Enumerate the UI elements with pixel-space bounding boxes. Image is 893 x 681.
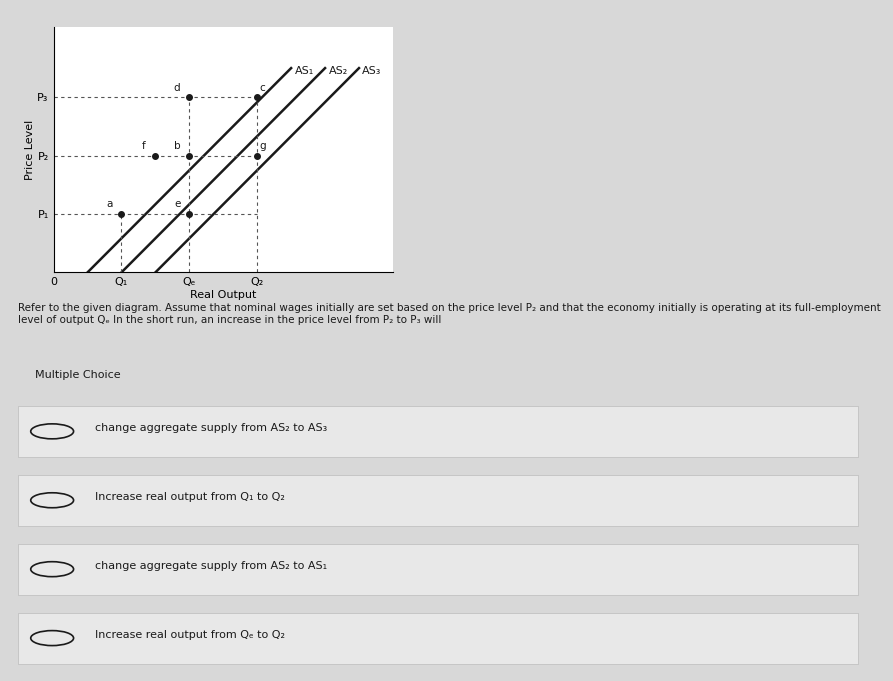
Text: change aggregate supply from AS₂ to AS₃: change aggregate supply from AS₂ to AS₃: [95, 424, 327, 433]
Text: Multiple Choice: Multiple Choice: [35, 370, 121, 380]
X-axis label: Real Output: Real Output: [190, 290, 256, 300]
FancyBboxPatch shape: [18, 406, 858, 457]
Text: Increase real output from Qₑ to Q₂: Increase real output from Qₑ to Q₂: [95, 630, 285, 640]
Text: change aggregate supply from AS₂ to AS₁: change aggregate supply from AS₂ to AS₁: [95, 561, 327, 571]
Text: AS₂: AS₂: [329, 66, 347, 76]
Text: AS₁: AS₁: [295, 66, 313, 76]
Text: g: g: [259, 141, 266, 151]
Text: a: a: [106, 200, 113, 209]
FancyBboxPatch shape: [18, 613, 858, 663]
Text: f: f: [141, 141, 145, 151]
Text: Refer to the given diagram. Assume that nominal wages initially are set based on: Refer to the given diagram. Assume that …: [18, 303, 880, 325]
Text: b: b: [174, 141, 180, 151]
Text: c: c: [260, 82, 265, 93]
FancyBboxPatch shape: [18, 475, 858, 526]
FancyBboxPatch shape: [18, 543, 858, 595]
Text: Increase real output from Q₁ to Q₂: Increase real output from Q₁ to Q₂: [95, 492, 285, 503]
Y-axis label: Price Level: Price Level: [25, 120, 35, 180]
Text: e: e: [174, 200, 180, 209]
Text: d: d: [174, 82, 180, 93]
Text: AS₃: AS₃: [363, 66, 381, 76]
